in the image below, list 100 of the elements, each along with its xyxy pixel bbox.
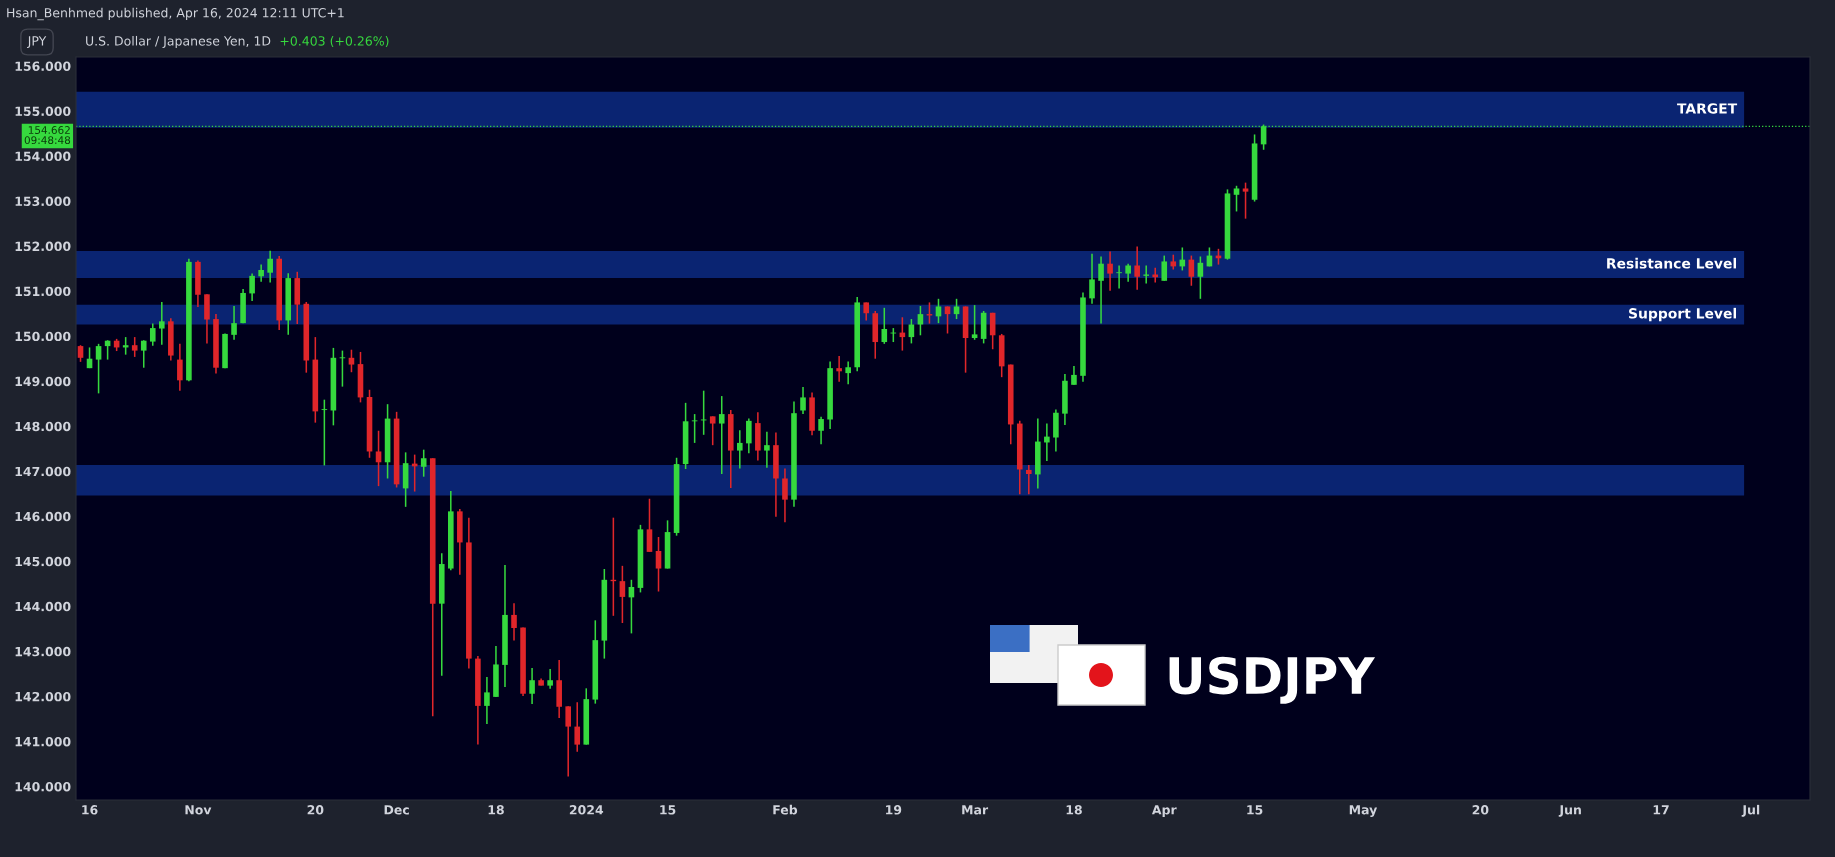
- y-tick-label: 151.000: [15, 286, 71, 297]
- candlestick: [1161, 254, 1168, 282]
- y-tick-label: 142.000: [15, 691, 71, 702]
- chart-title: U.S. Dollar / Japanese Yen, 1D: [86, 35, 271, 49]
- x-tick-label: Jun: [1558, 805, 1581, 817]
- candlestick: [1044, 422, 1050, 462]
- x-tick-label: 17: [1653, 805, 1669, 815]
- candlestick: [1071, 365, 1077, 386]
- candlestick: [565, 705, 571, 778]
- x-tick-label: Apr: [1151, 805, 1177, 817]
- candlestick: [746, 417, 752, 455]
- candlestick: [1197, 255, 1204, 300]
- y-tick-label: 143.000: [15, 646, 71, 657]
- candlestick: [511, 602, 517, 642]
- x-tick-label: May: [1349, 805, 1378, 817]
- chart-subtitle: +0.403 (+0.26%): [280, 35, 389, 48]
- candlestick: [691, 413, 698, 444]
- y-tick-label: 148.000: [15, 421, 71, 432]
- x-tick-label: 19: [886, 805, 902, 815]
- y-tick-label: 150.000: [15, 331, 71, 342]
- candlestick: [267, 249, 273, 284]
- band-label: Resistance Level: [1607, 257, 1736, 269]
- y-tick-label: 147.000: [15, 466, 71, 477]
- x-tick-label: 15: [660, 805, 676, 815]
- candlestick: [177, 343, 183, 392]
- text: Hsan_Benhmed published, Apr 16, 2024 12:11 UTC+1: [7, 7, 344, 21]
- candlestick: [1026, 464, 1032, 496]
- candlestick: [718, 395, 725, 475]
- candlestick: [953, 298, 960, 320]
- candlestick: [131, 336, 138, 358]
- candlestick: [1107, 250, 1113, 292]
- y-tick-label: 149.000: [15, 376, 71, 387]
- candlestick: [574, 701, 581, 753]
- candlestick: [1116, 264, 1122, 290]
- candlestick: [348, 348, 355, 373]
- candlestick: [1152, 266, 1159, 284]
- candlestick: [881, 307, 888, 345]
- candlestick: [818, 416, 824, 446]
- candlestick: [140, 339, 147, 369]
- annotation: USDJPY: [1169, 656, 1376, 704]
- candlestick: [1125, 262, 1131, 283]
- candlestick: [547, 668, 553, 690]
- x-tick-label: 2024: [569, 805, 604, 815]
- candlestick: [863, 301, 870, 322]
- candlestick: [249, 272, 255, 302]
- y-tick-label: 155.000: [15, 106, 71, 116]
- y-tick-label: 145.000: [15, 556, 71, 567]
- text: JPY: [27, 36, 47, 48]
- x-tick-label: 15: [1247, 805, 1263, 815]
- x-tick-label: 18: [1066, 805, 1082, 815]
- candlestick: [484, 676, 490, 725]
- candlestick: [339, 349, 346, 388]
- candlestick: [836, 355, 842, 383]
- candlestick: [1089, 253, 1095, 305]
- candlestick: [619, 565, 626, 624]
- candlestick: [709, 415, 716, 446]
- x-tick-label: Nov: [185, 805, 212, 815]
- candlestick: [1242, 181, 1249, 220]
- y-tick-label: 152.000: [15, 241, 71, 252]
- candlestick: [908, 318, 915, 345]
- candlestick: [1134, 245, 1140, 291]
- candlestick: [375, 429, 382, 487]
- candlestick: [1143, 264, 1149, 285]
- candlestick: [1098, 255, 1104, 325]
- y-tick-label: 154.000: [15, 151, 71, 161]
- candlestick: [944, 305, 951, 335]
- y-tick-label: 140.000: [15, 781, 71, 792]
- y-tick-label: 141.000: [15, 736, 71, 747]
- candlestick: [655, 536, 662, 593]
- x-tick-label: Feb: [773, 804, 798, 815]
- candlestick: [800, 386, 806, 415]
- candlestick: [782, 467, 788, 523]
- candlestick: [935, 298, 942, 324]
- y-tick-label: 146.000: [15, 511, 71, 522]
- candlestick: [845, 360, 851, 386]
- candlestick: [159, 301, 165, 346]
- candlestick: [737, 429, 743, 470]
- candlestick: [149, 322, 156, 347]
- candlestick: [420, 448, 427, 478]
- band-label: TARGET: [1677, 103, 1738, 114]
- candlestick: [700, 389, 707, 436]
- y-tick-label: 156.000: [15, 61, 71, 71]
- x-tick-label: Mar: [962, 805, 989, 815]
- candlestick: [646, 497, 653, 553]
- candlestick: [95, 343, 102, 395]
- x-tick-label: 18: [488, 805, 504, 815]
- candlestick: [321, 398, 328, 467]
- y-tick-label: 153.000: [15, 196, 71, 207]
- x-tick-label: 16: [82, 805, 98, 815]
- x-tick-label: 20: [1472, 805, 1489, 815]
- y-tick-label: 144.000: [15, 601, 71, 612]
- candlestick: [1233, 185, 1240, 213]
- band-label: Support Level: [1629, 307, 1737, 322]
- candlestick: [231, 305, 237, 341]
- candlestick: [764, 430, 770, 469]
- x-tick-label: Jul: [1741, 804, 1760, 817]
- candlestick: [529, 667, 535, 705]
- candlestick: [971, 304, 978, 341]
- ref-line-label: 154.662 09:48:48: [24, 126, 71, 145]
- x-tick-label: Dec: [384, 805, 409, 815]
